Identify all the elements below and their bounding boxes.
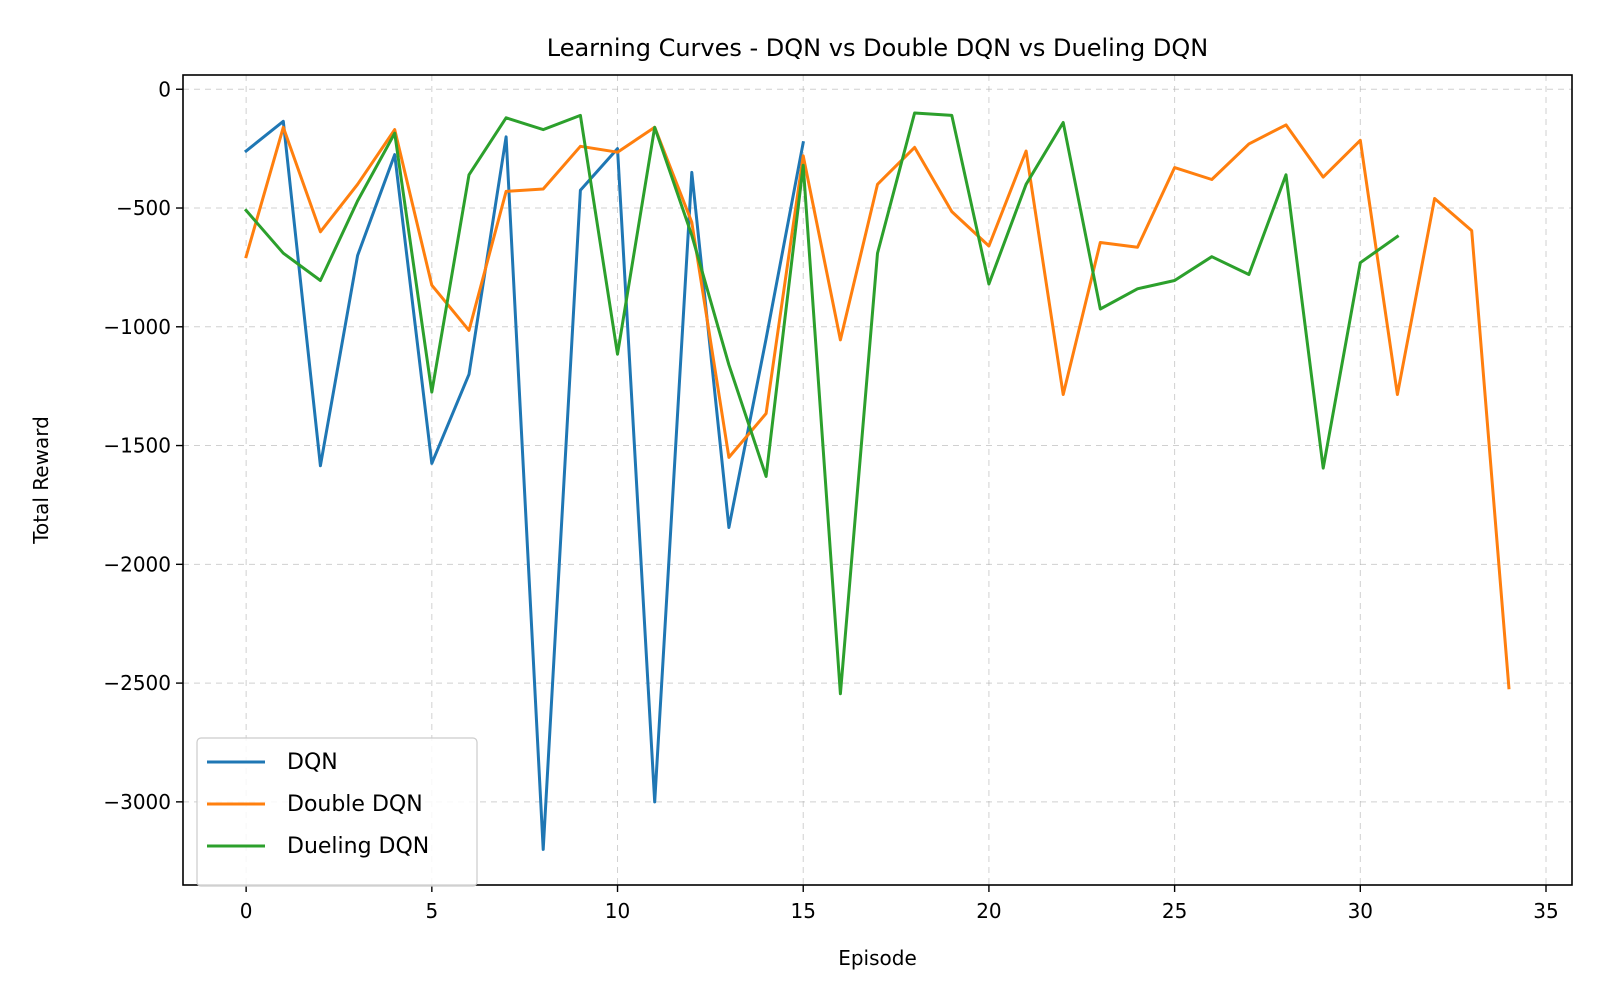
series-line-dqn bbox=[243, 119, 805, 851]
x-tick-label: 0 bbox=[240, 899, 253, 923]
series-line-double-dqn bbox=[244, 123, 1511, 690]
x-tick-label: 5 bbox=[425, 899, 438, 923]
legend: DQN Double DQN Dueling DQN bbox=[196, 737, 478, 887]
grid bbox=[183, 75, 1572, 885]
chart-title: Learning Curves - DQN vs Double DQN vs D… bbox=[547, 34, 1209, 62]
legend-box bbox=[196, 737, 478, 887]
series-line-dueling-dqn bbox=[243, 111, 1400, 696]
x-tick-label: 25 bbox=[1162, 899, 1187, 923]
x-tick-label: 15 bbox=[790, 899, 815, 923]
x-axis-label: Episode bbox=[838, 946, 917, 970]
series-lines bbox=[243, 111, 1511, 851]
axis-ticks: 0 5 10 15 20 25 30 35 0 −500 −1000 −1500 −2000 −2500 −… bbox=[103, 77, 1558, 923]
y-tick-label: −500 bbox=[116, 196, 171, 220]
legend-label: Dueling DQN bbox=[287, 834, 429, 859]
plot-area-frame bbox=[182, 74, 1573, 886]
y-tick-label: −2500 bbox=[103, 671, 171, 695]
x-tick-label: 35 bbox=[1533, 899, 1558, 923]
legend-label: DQN bbox=[287, 750, 338, 775]
x-tick-label: 30 bbox=[1348, 899, 1373, 923]
y-tick-label: 0 bbox=[158, 77, 171, 101]
x-tick-label: 10 bbox=[605, 899, 630, 923]
y-tick-label: −2000 bbox=[103, 552, 171, 576]
legend-label: Double DQN bbox=[287, 792, 423, 817]
x-tick-label: 20 bbox=[976, 899, 1001, 923]
y-axis-label: Total Reward bbox=[29, 416, 53, 545]
y-tick-label: −1500 bbox=[103, 434, 171, 458]
y-tick-label: −1000 bbox=[103, 315, 171, 339]
y-tick-label: −3000 bbox=[103, 790, 171, 814]
